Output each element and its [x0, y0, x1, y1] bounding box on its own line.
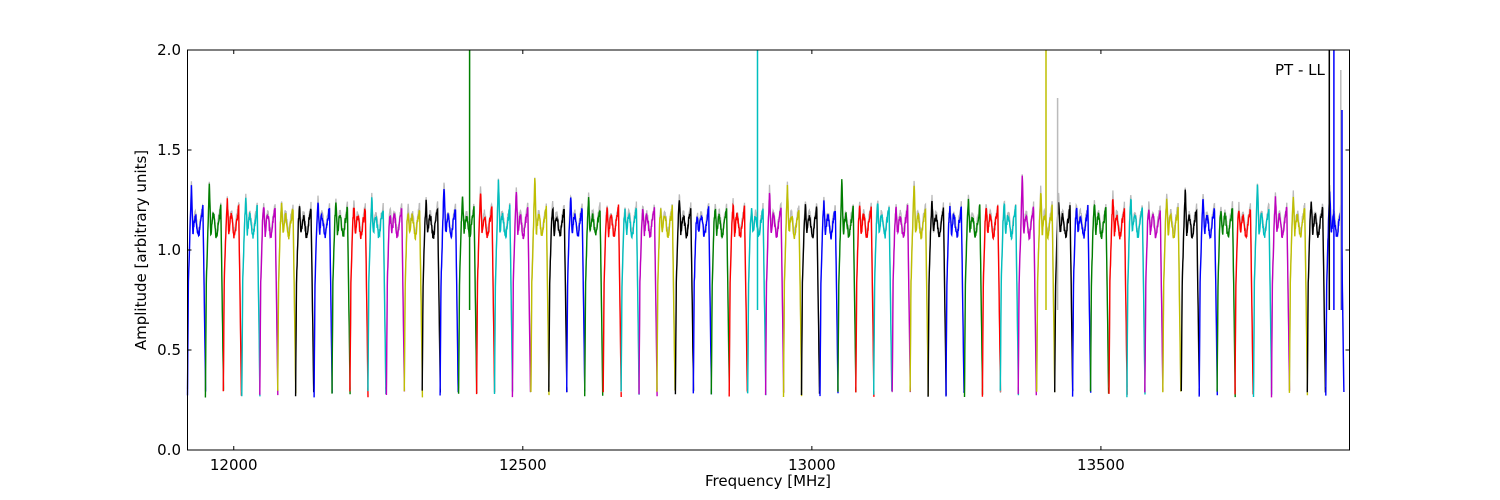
channel-line [1234, 208, 1254, 395]
channel-line [530, 178, 550, 396]
channel-line [1270, 196, 1291, 398]
channel-line [710, 208, 730, 395]
channel-line [656, 205, 676, 392]
channel-line [475, 193, 496, 395]
series-lines [186, 174, 1345, 398]
channel-line [927, 200, 947, 397]
channel-line [457, 196, 478, 394]
x-tick-label: 12500 [499, 456, 547, 474]
channel-line [674, 200, 695, 395]
channel-line [1126, 198, 1146, 398]
channel-line [439, 189, 459, 396]
channel-line [1162, 198, 1182, 393]
channel-line [891, 204, 911, 393]
channel-line [638, 207, 658, 397]
channel-line [981, 205, 1002, 397]
plot-frame [187, 49, 1350, 451]
channel-line [620, 208, 640, 395]
channel-line [837, 179, 857, 393]
channel-line [999, 202, 1020, 396]
y-axis-ticks: 0.0 0.5 1.0 1.5 2.0 [157, 41, 1350, 459]
y-tick-label: 1.5 [157, 141, 181, 159]
channel-line [1017, 175, 1038, 396]
channel-line [855, 205, 875, 397]
channel-line [1252, 184, 1273, 398]
channel-line [367, 197, 387, 395]
channel-line [1288, 196, 1309, 396]
channel-line [747, 208, 767, 396]
channel-line [1198, 198, 1218, 397]
channel-line [1144, 209, 1164, 393]
channel-line [782, 184, 803, 398]
x-tick-label: 13000 [788, 456, 836, 474]
channel-line [584, 197, 604, 397]
channel-line [1071, 204, 1092, 397]
x-axis-label: Frequency [MHz] [705, 472, 831, 490]
rfi-spikes [468, 50, 1343, 310]
polarization-annotation: PT - LL [1275, 61, 1326, 79]
x-axis-ticks: 12000 12500 13000 13500 [210, 50, 1125, 474]
channel-line [764, 192, 785, 396]
channel-line [1108, 199, 1128, 395]
channel-line [259, 207, 279, 396]
channel-line [241, 197, 261, 397]
channel-line [692, 206, 713, 395]
channel-line [1180, 189, 1200, 395]
channel-line [945, 205, 965, 397]
channel-line [294, 206, 315, 397]
channel-line [421, 199, 441, 393]
x-tick-label: 12000 [210, 456, 258, 474]
channel-line [800, 204, 821, 396]
channel-line [511, 191, 532, 398]
y-tick-label: 1.0 [157, 241, 181, 259]
channel-line [313, 202, 333, 398]
channel-line [186, 185, 207, 396]
channel-line [819, 200, 839, 397]
channel-line [331, 202, 351, 395]
channel-line [909, 185, 929, 397]
y-tick-label: 0.5 [157, 341, 181, 359]
channel-line [873, 203, 893, 395]
channel-line [1306, 201, 1327, 393]
x-tick-label: 13500 [1077, 456, 1125, 474]
channel-line [385, 208, 406, 396]
channel-line [349, 207, 369, 398]
channel-line [493, 179, 514, 395]
channel-line [566, 197, 586, 393]
y-tick-label: 2.0 [157, 41, 181, 59]
y-axis-label: Amplitude [arbitrary units] [132, 150, 150, 350]
channel-line [1216, 208, 1236, 398]
channel-line [204, 183, 225, 398]
channel-line [1089, 203, 1110, 394]
channel-line [602, 204, 622, 398]
channel-line [277, 202, 297, 394]
channel-line [963, 198, 984, 398]
channel-line [403, 210, 424, 398]
channel-line [548, 206, 568, 393]
channel-line [222, 198, 243, 396]
y-tick-label: 0.0 [157, 441, 181, 459]
channel-line [728, 202, 748, 397]
